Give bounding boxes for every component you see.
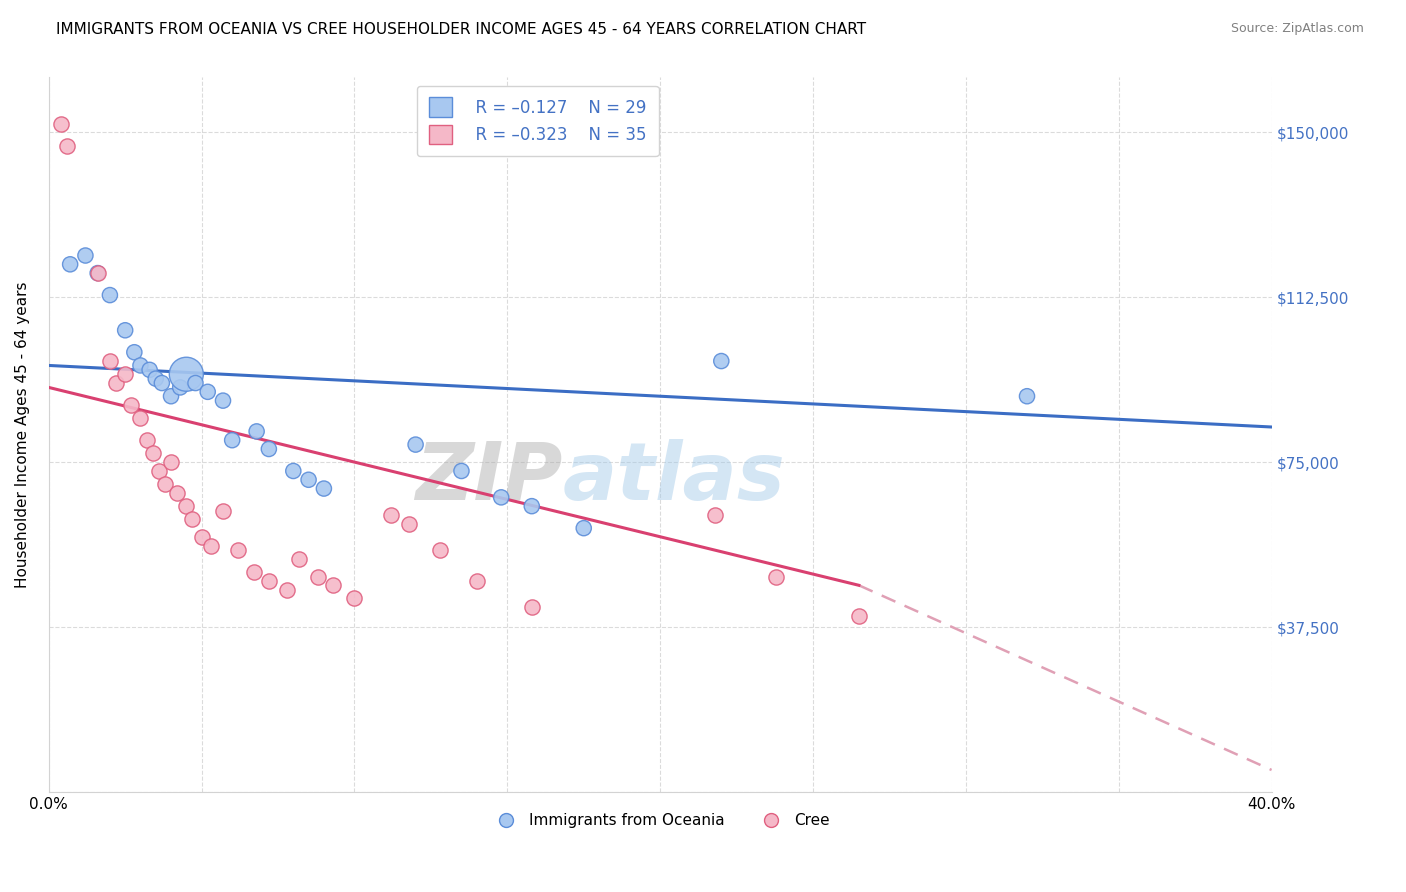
Point bbox=[257, 442, 280, 456]
Point bbox=[765, 569, 787, 583]
Point bbox=[343, 591, 366, 606]
Point bbox=[283, 464, 305, 478]
Point bbox=[120, 398, 142, 412]
Point bbox=[176, 368, 198, 382]
Point bbox=[242, 565, 264, 579]
Point bbox=[153, 477, 176, 491]
Point bbox=[138, 363, 160, 377]
Point bbox=[212, 393, 235, 408]
Point bbox=[429, 543, 451, 558]
Point bbox=[197, 384, 219, 399]
Point bbox=[129, 359, 152, 373]
Point bbox=[288, 552, 311, 566]
Point bbox=[297, 473, 319, 487]
Point bbox=[184, 376, 207, 390]
Point bbox=[704, 508, 727, 522]
Text: ZIP: ZIP bbox=[415, 439, 562, 516]
Point bbox=[86, 266, 108, 280]
Point bbox=[75, 248, 97, 262]
Legend: Immigrants from Oceania, Cree: Immigrants from Oceania, Cree bbox=[485, 807, 835, 834]
Point bbox=[465, 574, 488, 588]
Point bbox=[226, 543, 249, 558]
Text: Source: ZipAtlas.com: Source: ZipAtlas.com bbox=[1230, 22, 1364, 36]
Point bbox=[221, 433, 243, 447]
Point bbox=[135, 433, 157, 447]
Point bbox=[86, 266, 108, 280]
Point bbox=[169, 380, 191, 394]
Point bbox=[105, 376, 128, 390]
Point bbox=[129, 411, 152, 425]
Point bbox=[145, 371, 167, 385]
Point bbox=[114, 323, 136, 337]
Point bbox=[148, 464, 170, 478]
Point bbox=[572, 521, 595, 535]
Point bbox=[56, 138, 79, 153]
Y-axis label: Householder Income Ages 45 - 64 years: Householder Income Ages 45 - 64 years bbox=[15, 282, 30, 588]
Point bbox=[59, 257, 82, 271]
Point bbox=[190, 530, 212, 544]
Point bbox=[150, 376, 173, 390]
Point bbox=[322, 578, 344, 592]
Point bbox=[398, 516, 420, 531]
Text: atlas: atlas bbox=[562, 439, 785, 516]
Point bbox=[405, 437, 427, 451]
Point bbox=[98, 354, 121, 368]
Point bbox=[166, 486, 188, 500]
Point bbox=[246, 425, 269, 439]
Point bbox=[1015, 389, 1038, 403]
Point bbox=[307, 569, 329, 583]
Point bbox=[520, 600, 543, 615]
Point bbox=[181, 512, 204, 526]
Point bbox=[176, 499, 198, 513]
Point bbox=[212, 503, 235, 517]
Point bbox=[848, 609, 870, 624]
Point bbox=[160, 455, 183, 469]
Point bbox=[489, 491, 512, 505]
Point bbox=[98, 288, 121, 302]
Point bbox=[200, 539, 222, 553]
Point bbox=[114, 368, 136, 382]
Point bbox=[710, 354, 733, 368]
Point bbox=[142, 446, 165, 460]
Point bbox=[450, 464, 472, 478]
Point bbox=[124, 345, 146, 359]
Point bbox=[257, 574, 280, 588]
Point bbox=[276, 582, 298, 597]
Text: IMMIGRANTS FROM OCEANIA VS CREE HOUSEHOLDER INCOME AGES 45 - 64 YEARS CORRELATIO: IMMIGRANTS FROM OCEANIA VS CREE HOUSEHOL… bbox=[56, 22, 866, 37]
Point bbox=[380, 508, 402, 522]
Point bbox=[49, 117, 72, 131]
Point bbox=[312, 482, 335, 496]
Point bbox=[160, 389, 183, 403]
Point bbox=[520, 499, 543, 513]
